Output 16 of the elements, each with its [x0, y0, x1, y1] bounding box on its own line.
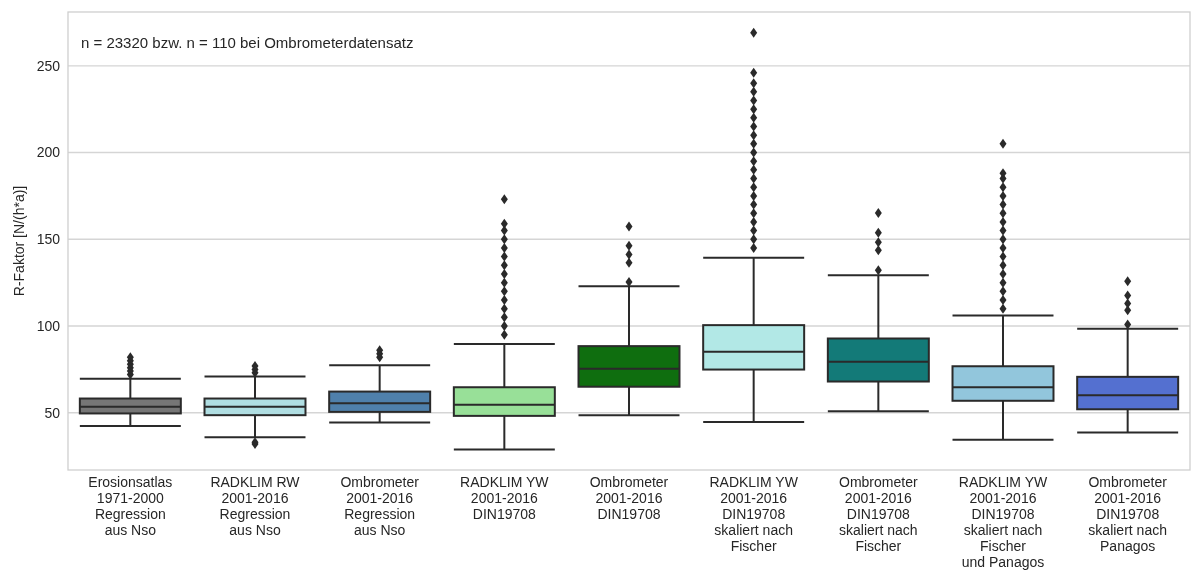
- annotation: n = 23320 bzw. n = 110 bei Ombrometerdatensatz: [81, 34, 414, 51]
- x-tick-label: Erosionsatlas 1971-2000 Regression aus Nso: [88, 474, 173, 538]
- y-tick-label: 200: [36, 144, 61, 161]
- y-tick-label: 250: [36, 57, 61, 74]
- x-tick-label: Ombrometer 2001-2016 DIN19708 skaliert nach Panagos: [1088, 474, 1168, 554]
- y-tick-label: 50: [44, 404, 61, 421]
- y-axis-title: R-Faktor [N/(h*a)]: [11, 185, 27, 297]
- x-tick-label: Ombrometer 2001-2016 DIN19708 skaliert nach Fischer: [839, 474, 918, 554]
- y-tick-label: 100: [36, 317, 61, 334]
- x-tick-label: RADKLIM RW 2001-2016 Regression aus Nso: [210, 474, 301, 538]
- x-tick-label: Ombrometer 2001-2016 DIN19708: [589, 474, 669, 522]
- x-tick-label: RADKLIM YW 2001-2016 DIN19708: [460, 474, 550, 522]
- x-tick-label: RADKLIM YW 2001-2016 DIN19708 skaliert nach Fischer: [709, 474, 799, 554]
- x-tick-label: Ombrometer 2001-2016 Regression aus Nso: [340, 474, 420, 538]
- x-tick-label: RADKLIM YW 2001-2016 DIN19708 skaliert nach Fischer und Panagos: [958, 474, 1048, 570]
- y-tick-label: 150: [36, 231, 61, 248]
